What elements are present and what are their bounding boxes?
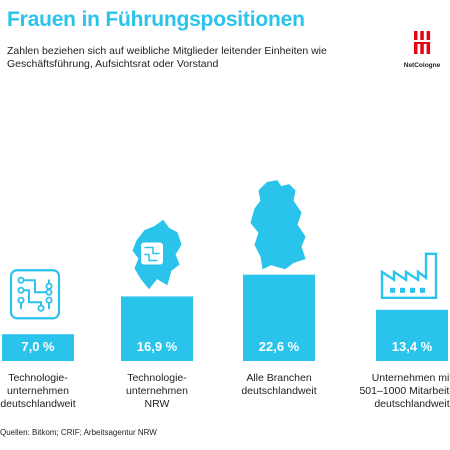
page-title: Frauen in Führungspositionen bbox=[7, 8, 305, 31]
source-note: Quellen: Bitkom; CRIF; Arbeitsagentur NR… bbox=[0, 428, 157, 437]
category-label-1: Technologie- unternehmen deutschlandweit bbox=[0, 372, 76, 410]
bar-value-label-2: 16,9 % bbox=[137, 339, 178, 354]
netcologne-logo: NetCologne bbox=[402, 28, 442, 74]
netcologne-logo-mark bbox=[414, 31, 431, 54]
germany-map-icon bbox=[250, 180, 306, 270]
page-subtitle: Zahlen beziehen sich auf weibliche Mitgl… bbox=[7, 45, 327, 70]
category-label-4: Unternehmen mit 501–1000 Mitarbeitern de… bbox=[359, 372, 450, 410]
factory-icon bbox=[380, 252, 438, 300]
bar-value-label-4: 13,4 % bbox=[392, 339, 433, 354]
logo-text: NetCologne bbox=[403, 62, 441, 69]
category-label-2: Technologie- unternehmen NRW bbox=[126, 372, 188, 410]
bar-value-label-1: 7,0 % bbox=[21, 339, 55, 354]
circuit-chip-icon bbox=[9, 269, 61, 320]
bar-1 bbox=[2, 334, 74, 361]
nrw-map-chip-icon bbox=[132, 219, 182, 290]
bar-value-label-3: 22,6 % bbox=[259, 339, 300, 354]
bar-4 bbox=[376, 309, 448, 361]
bar-3 bbox=[243, 274, 315, 361]
bar-2 bbox=[121, 296, 193, 361]
category-label-3: Alle Branchen deutschlandweit bbox=[241, 372, 317, 397]
